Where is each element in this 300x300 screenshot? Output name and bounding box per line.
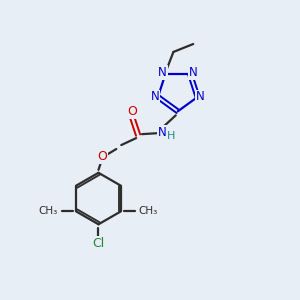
Text: Cl: Cl — [92, 237, 105, 250]
Text: N: N — [158, 66, 167, 79]
Text: O: O — [98, 150, 107, 164]
Text: N: N — [151, 91, 159, 103]
Text: H: H — [167, 131, 175, 141]
Text: O: O — [127, 105, 137, 118]
Text: CH₃: CH₃ — [39, 206, 58, 216]
Text: N: N — [196, 91, 205, 103]
Text: CH₃: CH₃ — [138, 206, 157, 216]
Text: N: N — [189, 66, 197, 79]
Text: N: N — [158, 126, 166, 139]
